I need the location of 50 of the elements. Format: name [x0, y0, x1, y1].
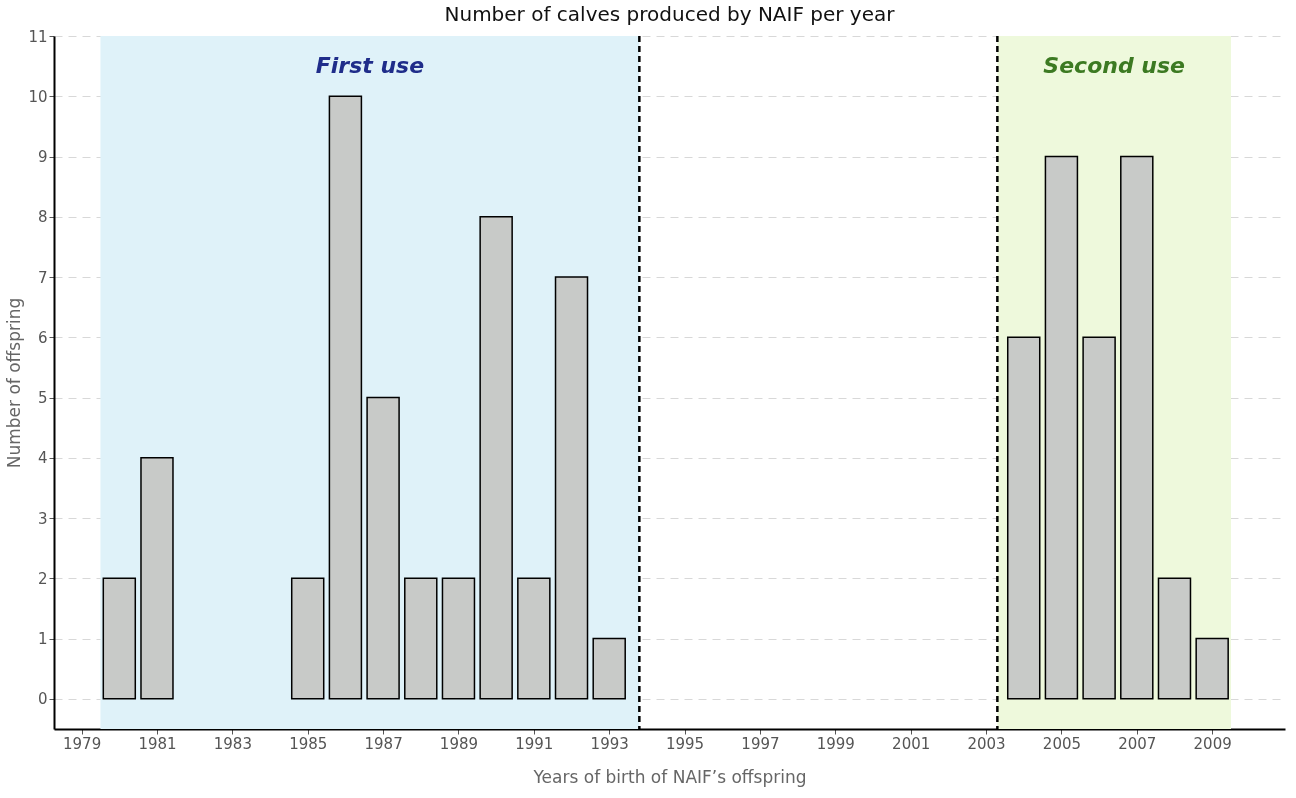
x-tick-label: 1999: [816, 734, 855, 753]
y-tick-label: 1: [37, 630, 48, 649]
bar: [592, 637, 626, 700]
band-label: Second use: [1043, 53, 1186, 78]
y-tick-label: 8: [37, 208, 48, 227]
y-tick-label: 6: [37, 328, 48, 347]
x-tick-label: 1997: [741, 734, 780, 753]
y-tick-label: 0: [37, 690, 48, 709]
bar: [1195, 637, 1229, 700]
x-tick-label: 1983: [213, 734, 252, 753]
y-tick-label: 3: [37, 509, 48, 528]
x-tick-label: 1979: [63, 734, 102, 753]
x-tick-label: 1991: [515, 734, 554, 753]
chart-title: Number of calves produced by NAIF per year: [444, 2, 896, 26]
bar: [554, 276, 589, 700]
y-tick-label: 10: [28, 87, 48, 106]
y-tick-label: 2: [37, 569, 48, 588]
x-tick-label: 2007: [1118, 734, 1157, 753]
band-label: First use: [315, 53, 425, 78]
bar: [1044, 155, 1079, 700]
y-tick-label: 11: [28, 27, 48, 46]
y-axis-title: Number of offspring: [4, 297, 25, 469]
x-tick-label: 2009: [1193, 734, 1232, 753]
x-tick-label: 1981: [138, 734, 177, 753]
x-tick-label: 2003: [967, 734, 1006, 753]
x-tick-label: 2005: [1042, 734, 1082, 753]
bar: [1082, 336, 1116, 700]
bar: [1120, 155, 1154, 700]
y-tick-label: 9: [37, 148, 48, 167]
bar: [1157, 577, 1192, 700]
bar: [517, 577, 551, 700]
x-tick-label: 1987: [364, 734, 403, 753]
x-axis-title: Years of birth of NAIF’s offspring: [532, 766, 807, 787]
x-tick-label: 2001: [892, 734, 931, 753]
y-tick-label: 7: [37, 268, 48, 287]
bar: [366, 396, 400, 700]
bar: [1006, 336, 1041, 700]
y-tick-label: 5: [37, 389, 48, 408]
bar: [479, 216, 513, 700]
bar: [441, 577, 476, 700]
x-tick-label: 1995: [665, 734, 705, 753]
bar: [290, 577, 325, 700]
bar: [404, 577, 438, 700]
x-tick-label: 1985: [289, 734, 328, 753]
bar: [328, 95, 363, 700]
x-tick-label: 1993: [590, 734, 629, 753]
y-tick-label: 4: [37, 449, 48, 468]
x-tick-label: 1989: [439, 734, 479, 753]
bar: [102, 577, 137, 700]
bar: [140, 457, 174, 700]
